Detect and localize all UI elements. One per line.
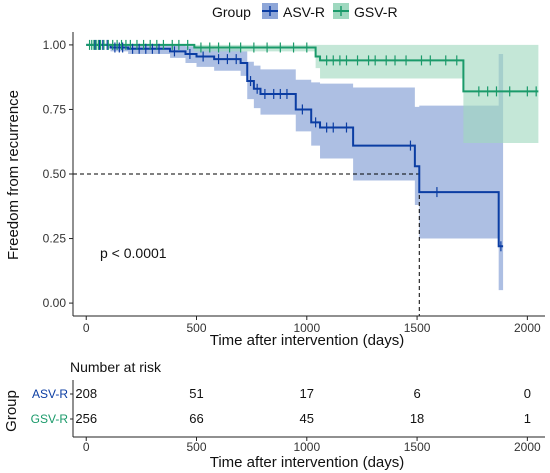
risk-count-asv-r: 17	[300, 386, 314, 401]
x-tick-label: 2000	[514, 321, 541, 335]
risk-count-gsv-r: 256	[75, 411, 97, 426]
legend-item-asv-r: ASV-R	[262, 3, 325, 20]
risk-count-gsv-r: 66	[189, 411, 203, 426]
y-tick-label: 0.50	[43, 167, 67, 181]
risk-x-ticks: 0 500 1000 1500 2000	[83, 437, 541, 454]
y-axis-label: Freedom from recurrence	[5, 90, 22, 260]
y-tick-label: 0.00	[43, 296, 67, 310]
x-tick-label: 500	[186, 321, 206, 335]
confidence-bands	[86, 44, 539, 291]
risk-x-tick-label: 500	[186, 440, 206, 454]
p-value-annotation: p < 0.0001	[100, 245, 167, 261]
y-tick-label: 0.75	[43, 102, 67, 116]
ci-band-gsv-r	[86, 44, 539, 144]
x-tick-label: 1000	[293, 321, 320, 335]
risk-row-label-asv-r: ASV-R	[32, 387, 68, 401]
risk-table-rows: ASV-R 208 51 17 6 0 GSV-R 256 66 45 18 1	[31, 386, 531, 426]
risk-x-tick-label: 0	[83, 440, 90, 454]
risk-count-gsv-r: 1	[524, 411, 531, 426]
risk-table-title: Number at risk	[70, 359, 162, 375]
risk-x-axis-label: Time after intervention (days)	[210, 454, 405, 471]
plot-area: 0.00 0.25 0.50 0.75 1.00 0 500 1000 1500 2000 p …	[5, 32, 545, 349]
risk-x-tick-label: 1500	[404, 440, 431, 454]
legend-label-gsv-r: GSV-R	[354, 4, 398, 20]
risk-row-label-gsv-r: GSV-R	[31, 412, 69, 426]
risk-table-axis-title: Group	[3, 390, 20, 432]
median-reference-lines	[73, 173, 420, 316]
survival-curves	[86, 43, 539, 248]
y-tick-label: 0.25	[43, 232, 67, 246]
risk-count-asv-r: 0	[524, 386, 531, 401]
censor-marks	[88, 39, 537, 252]
survival-curve-asv-r	[86, 43, 504, 248]
ci-band-asv-r	[86, 44, 504, 291]
x-tick-label: 1500	[404, 321, 431, 335]
risk-count-asv-r: 51	[189, 386, 203, 401]
survival-curve-gsv-r	[86, 43, 539, 93]
risk-x-tick-label: 2000	[514, 440, 541, 454]
x-axis-label: Time after intervention (days)	[210, 332, 405, 349]
y-ticks: 0.00 0.25 0.50 0.75 1.00	[43, 38, 73, 310]
legend: Group ASV-R GSV-R	[212, 3, 398, 20]
legend-item-gsv-r: GSV-R	[333, 3, 398, 20]
risk-x-tick-label: 1000	[293, 440, 320, 454]
legend-title: Group	[212, 4, 251, 20]
risk-count-gsv-r: 18	[410, 411, 424, 426]
x-tick-label: 0	[83, 321, 90, 335]
risk-table: Number at risk Group ASV-R 208 51 17 6 0 GSV-R…	[3, 359, 545, 471]
y-tick-label: 1.00	[43, 38, 67, 52]
risk-count-asv-r: 208	[75, 386, 97, 401]
legend-label-asv-r: ASV-R	[283, 4, 325, 20]
risk-count-gsv-r: 45	[300, 411, 314, 426]
x-ticks: 0 500 1000 1500 2000	[83, 316, 541, 335]
risk-count-asv-r: 6	[413, 386, 420, 401]
